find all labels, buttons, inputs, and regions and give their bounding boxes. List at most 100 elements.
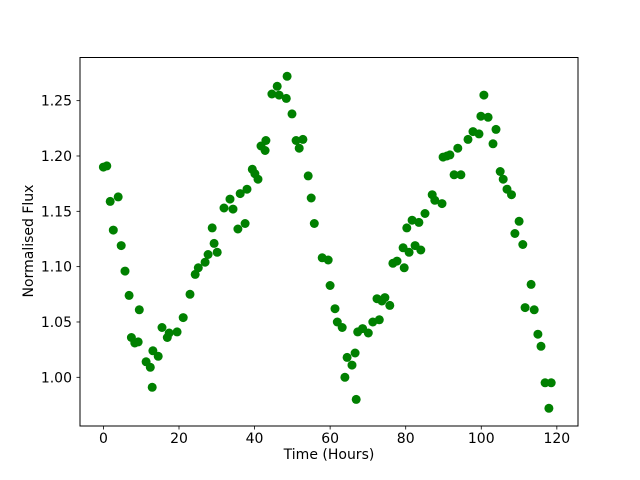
data-point [133,337,143,347]
data-point [342,352,352,362]
x-tick-label: 40 [246,431,264,447]
data-point [495,167,505,176]
x-tick-label: 0 [99,431,108,447]
y-tick-label: 1.25 [41,94,72,110]
data-point [228,204,238,214]
data-point [546,378,556,388]
data-point [491,124,501,134]
data-point [518,240,528,249]
data-point [510,229,520,238]
data-point [108,225,118,235]
data-point [456,170,466,180]
data-point [520,303,530,313]
x-tick-label: 20 [170,431,188,447]
data-point [323,255,333,265]
data-point [105,196,115,206]
data-point [498,174,508,184]
data-point [306,193,316,203]
data-point [402,223,412,233]
data-point [488,139,498,149]
axes-frame [79,57,579,427]
data-point [240,219,250,228]
data-point [157,323,167,332]
data-point [340,372,350,382]
data-point [291,136,301,145]
x-tick-label: 120 [543,431,570,447]
data-point [479,90,489,100]
x-tick-label: 80 [397,431,415,447]
y-tick-label: 1.15 [41,204,72,220]
data-point [287,109,297,119]
data-point [209,238,219,248]
data-point [483,112,493,122]
data-point [294,143,304,153]
data-point [533,329,543,339]
data-point [351,394,361,404]
data-point [337,323,347,332]
data-point [261,136,271,145]
data-point [164,328,174,338]
data-point [507,190,516,200]
data-point [416,245,426,255]
data-point [414,217,424,227]
data-point [463,134,473,144]
data-point [420,209,430,218]
data-point [303,171,313,181]
data-point [267,89,277,99]
data-point [124,290,134,300]
data-point [212,247,222,257]
data-point [172,327,182,337]
data-point [529,305,539,315]
data-point [116,241,126,251]
data-point [272,81,282,91]
x-tick-label: 100 [468,431,495,447]
data-point [274,90,284,100]
data-point [200,257,210,267]
data-point [514,216,524,226]
data-point [350,348,360,358]
data-point [430,195,440,205]
y-axis-label: Normalised Flux [21,184,37,298]
x-axis: 0 20 40 60 80 100 120 [99,426,570,447]
data-point [347,360,357,370]
data-point [404,247,414,257]
data-point [145,362,155,372]
data-point [253,174,263,184]
data-point [281,93,291,103]
data-point [185,289,195,299]
data-point [219,203,229,213]
data-point [330,304,340,314]
data-point [325,281,335,290]
y-tick-label: 1.05 [41,315,72,331]
data-point [102,161,112,171]
data-point [235,189,245,199]
data-point [449,170,459,180]
x-axis-label: Time (Hours) [283,447,375,463]
data-point [544,403,554,413]
data-point [147,382,157,392]
data-point [207,223,217,233]
data-point [363,328,373,338]
data-point [392,256,402,266]
data-point [153,351,163,361]
y-axis: 1.00 1.05 1.10 1.15 1.20 1.25 [41,94,80,386]
data-point [120,266,130,276]
data-point [385,300,395,310]
data-points [98,71,556,413]
data-point [474,129,484,139]
data-point [536,341,546,351]
data-point [437,199,447,209]
data-point [203,250,213,259]
data-point [193,263,203,273]
plot-frame [79,57,579,427]
data-point [298,134,308,144]
data-point [178,313,188,323]
data-point [225,194,235,204]
data-point [282,71,292,81]
y-tick-label: 1.10 [41,260,72,276]
data-point [476,111,486,121]
y-tick-label: 1.00 [41,370,72,386]
data-point [113,192,123,202]
